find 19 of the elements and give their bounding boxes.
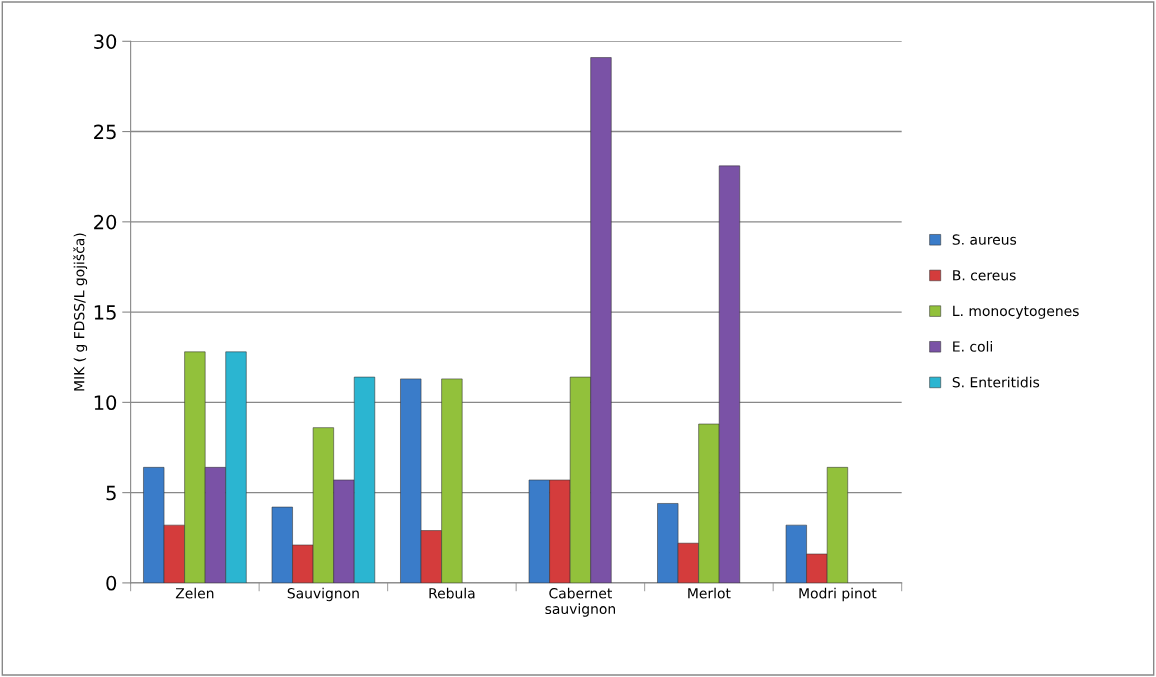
y-tick-label: 30 [94, 34, 117, 49]
y-tick-label: 25 [94, 124, 116, 140]
y-tick-label: 10 [94, 395, 117, 411]
x-tick-label: Zelen [175, 587, 214, 599]
y-tick-label: 15 [94, 305, 116, 320]
y-tick-label: 20 [94, 214, 117, 230]
y-tick-label: 0 [106, 575, 117, 591]
y-axis-title: MIK ( g FDSS/L gojišča) [73, 233, 88, 391]
x-tick-label: Rebula [429, 587, 475, 599]
legend-label: S. aureus [952, 234, 1017, 245]
legend-label: L. monocytogenes [953, 305, 1079, 319]
legend-label: S. Enteritidis [952, 376, 1040, 388]
legend-label: E. coli [953, 341, 992, 352]
x-tick-label: Modri pinot [799, 587, 877, 602]
legend-label: B. cereus [953, 270, 1016, 281]
x-tick-label: Sauvignon [287, 587, 359, 602]
x-tick-label: Merlot [688, 587, 731, 599]
y-tick-label: 5 [106, 485, 116, 501]
x-tick-label: Cabernet sauvignon [545, 587, 615, 617]
